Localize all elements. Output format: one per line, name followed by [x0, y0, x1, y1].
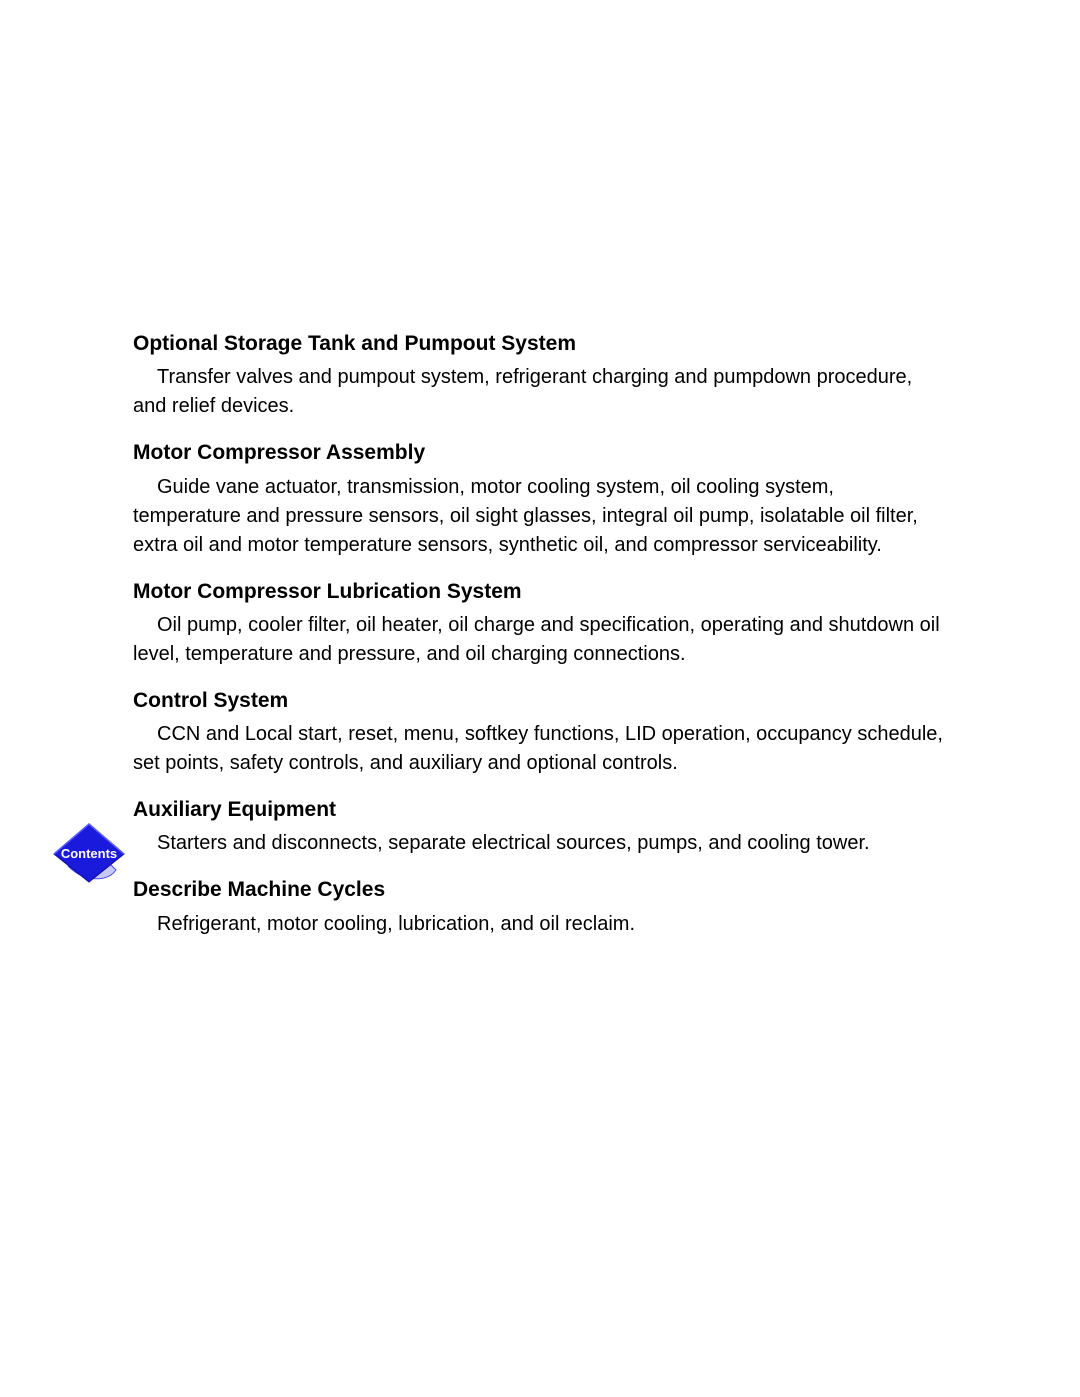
section-body: Transfer valves and pumpout system, refr… [133, 363, 943, 421]
section-heading: Motor Compressor Assembly [133, 439, 943, 466]
section-body: CCN and Local start, reset, menu, softke… [133, 720, 943, 778]
section: Motor Compressor Assembly Guide vane act… [133, 439, 943, 559]
section-body: Oil pump, cooler filter, oil heater, oil… [133, 611, 943, 669]
section: Optional Storage Tank and Pumpout System… [133, 330, 943, 421]
contents-icon[interactable]: Contents [50, 820, 128, 888]
section: Describe Machine Cycles Refrigerant, mot… [133, 876, 943, 938]
section-body: Refrigerant, motor cooling, lubrication,… [133, 910, 943, 939]
section: Control System CCN and Local start, rese… [133, 687, 943, 778]
section-heading: Auxiliary Equipment [133, 796, 943, 823]
document-content: Optional Storage Tank and Pumpout System… [133, 330, 943, 957]
section-heading: Motor Compressor Lubrication System [133, 578, 943, 605]
section-heading: Optional Storage Tank and Pumpout System [133, 330, 943, 357]
section-heading: Describe Machine Cycles [133, 876, 943, 903]
section: Auxiliary Equipment Starters and disconn… [133, 796, 943, 858]
section-body: Guide vane actuator, transmission, motor… [133, 473, 943, 560]
section: Motor Compressor Lubrication System Oil … [133, 578, 943, 669]
contents-label: Contents [61, 846, 117, 861]
section-heading: Control System [133, 687, 943, 714]
section-body: Starters and disconnects, separate elect… [133, 829, 943, 858]
